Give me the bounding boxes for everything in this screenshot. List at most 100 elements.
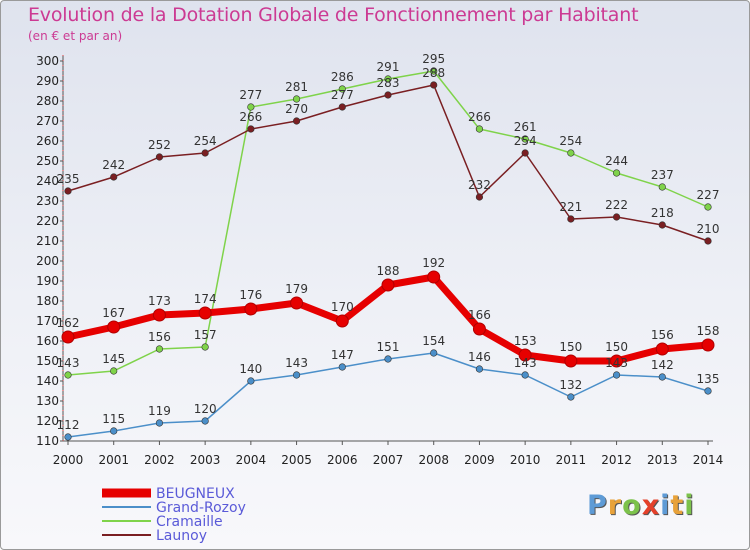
data-point xyxy=(567,149,575,157)
data-label: 295 xyxy=(422,52,445,66)
data-point xyxy=(475,193,484,201)
data-point xyxy=(155,419,164,427)
data-label: 242 xyxy=(102,158,125,172)
data-point xyxy=(201,149,209,157)
data-point xyxy=(701,338,715,352)
data-label: 244 xyxy=(605,154,628,168)
legend-label: Grand-Rozoy xyxy=(156,500,246,516)
data-point xyxy=(612,213,621,221)
x-tick-label: 2010 xyxy=(510,453,541,467)
data-point xyxy=(338,85,346,93)
data-label: 291 xyxy=(377,60,400,74)
data-point xyxy=(472,322,486,336)
y-tick-label: 270 xyxy=(36,114,59,128)
data-label: 188 xyxy=(377,264,400,278)
data-label: 286 xyxy=(331,70,354,84)
data-label: 210 xyxy=(697,222,720,236)
data-label: 145 xyxy=(102,352,125,366)
data-label: 142 xyxy=(651,358,674,372)
data-label: 135 xyxy=(697,372,720,386)
data-point xyxy=(612,371,621,379)
data-label: 237 xyxy=(651,168,674,182)
data-point xyxy=(110,173,118,181)
data-point xyxy=(704,203,712,211)
logo-letter: x xyxy=(641,490,661,521)
data-label: 151 xyxy=(377,340,400,354)
data-point xyxy=(107,320,121,334)
data-label: 147 xyxy=(331,348,354,362)
data-label: 150 xyxy=(559,340,582,354)
data-point xyxy=(247,125,255,133)
data-point xyxy=(521,149,529,157)
data-point xyxy=(155,153,164,161)
logo-letter: P xyxy=(587,490,608,521)
data-label: 218 xyxy=(651,206,674,220)
x-tick-label: 2001 xyxy=(98,453,129,467)
data-label: 143 xyxy=(285,356,308,370)
data-label: 281 xyxy=(285,80,308,94)
data-point xyxy=(335,314,349,328)
y-tick-label: 250 xyxy=(36,154,59,168)
logo-letter: i xyxy=(660,490,671,521)
chart-subtitle: (en € et par an) xyxy=(28,29,123,43)
y-tick-label: 300 xyxy=(36,54,59,68)
data-label: 254 xyxy=(514,134,537,148)
data-point xyxy=(292,371,301,379)
data-point xyxy=(384,75,392,83)
data-point xyxy=(64,371,72,379)
logo-letter: o xyxy=(622,490,642,521)
data-point xyxy=(152,308,166,322)
data-point xyxy=(290,296,304,310)
data-label: 179 xyxy=(285,282,308,296)
data-label: 221 xyxy=(559,200,582,214)
x-tick-label: 2013 xyxy=(647,453,678,467)
data-point xyxy=(110,427,118,435)
data-point xyxy=(427,270,441,284)
x-tick-label: 2008 xyxy=(418,453,449,467)
data-point xyxy=(475,365,484,373)
data-label: 266 xyxy=(239,110,262,124)
data-point xyxy=(658,221,666,229)
data-point xyxy=(338,363,346,371)
data-point xyxy=(564,354,578,368)
data-point xyxy=(518,348,532,362)
x-tick-label: 2012 xyxy=(601,453,632,467)
data-label: 154 xyxy=(422,334,445,348)
data-label: 112 xyxy=(57,418,80,432)
y-tick-label: 200 xyxy=(36,254,59,268)
x-tick-label: 2004 xyxy=(236,453,267,467)
data-label: 170 xyxy=(331,300,354,314)
data-label: 277 xyxy=(331,88,354,102)
data-point xyxy=(384,355,392,363)
y-tick-label: 110 xyxy=(36,434,59,448)
data-point xyxy=(64,187,72,195)
x-tick-label: 2011 xyxy=(556,453,587,467)
data-point xyxy=(521,135,529,143)
y-tick-label: 240 xyxy=(36,174,59,188)
data-point xyxy=(244,302,258,316)
data-point xyxy=(292,95,301,103)
data-label: 132 xyxy=(559,378,582,392)
data-label: 150 xyxy=(605,340,628,354)
data-label: 261 xyxy=(514,120,537,134)
y-tick-label: 150 xyxy=(36,354,59,368)
logo-letter: r xyxy=(607,490,623,521)
data-label: 252 xyxy=(148,138,171,152)
data-point xyxy=(430,81,438,89)
data-point xyxy=(704,387,712,395)
data-label: 143 xyxy=(57,356,80,370)
y-tick-label: 210 xyxy=(36,234,59,248)
data-point xyxy=(475,125,484,133)
data-label: 254 xyxy=(194,134,217,148)
data-point xyxy=(655,342,669,356)
data-label: 235 xyxy=(57,172,80,186)
data-point xyxy=(567,215,575,223)
y-tick-label: 160 xyxy=(36,334,59,348)
data-label: 156 xyxy=(651,328,674,342)
data-label: 143 xyxy=(514,356,537,370)
data-label: 288 xyxy=(422,66,445,80)
data-point xyxy=(338,103,346,111)
data-label: 158 xyxy=(697,324,720,338)
data-label: 173 xyxy=(148,294,171,308)
